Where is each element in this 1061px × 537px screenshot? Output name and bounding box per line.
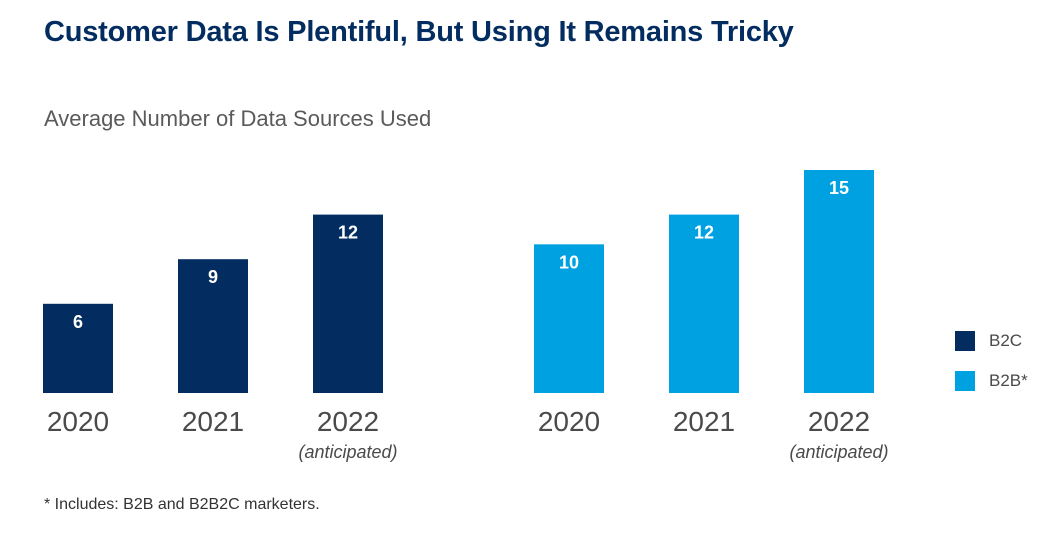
x-tick-label-b2c-2020: 2020	[47, 406, 109, 437]
bar-b2b-2022	[804, 170, 874, 393]
footnote: * Includes: B2B and B2B2C marketers.	[44, 496, 320, 513]
x-tick-label-b2b-2021: 2021	[673, 406, 735, 437]
legend-label-b2b: B2B*	[989, 371, 1028, 390]
x-tick-label-b2c-2022: 2022	[317, 406, 379, 437]
chart-legend: B2C B2B*	[955, 330, 1028, 410]
data-label-b2b-2021: 12	[694, 223, 714, 243]
x-tick-note-b2c-2022: (anticipated)	[298, 442, 397, 462]
bar-b2c-2022	[313, 214, 383, 393]
chart-subtitle: Average Number of Data Sources Used	[44, 106, 432, 131]
x-tick-label-b2b-2022: 2022	[808, 406, 870, 437]
legend-swatch-b2c	[955, 331, 975, 351]
data-label-b2c-2021: 9	[208, 267, 218, 287]
legend-swatch-b2b	[955, 371, 975, 391]
bar-b2b-2021	[669, 214, 739, 393]
legend-item-b2c: B2C	[955, 330, 1028, 352]
data-label-b2c-2020: 6	[73, 312, 83, 332]
bar-b2c-2020	[43, 303, 113, 393]
x-tick-note-b2b-2022: (anticipated)	[789, 442, 888, 462]
data-label-b2c-2022: 12	[338, 223, 358, 243]
x-tick-label-b2b-2020: 2020	[538, 406, 600, 437]
bar-b2b-2020	[534, 244, 604, 393]
chart-title: Customer Data Is Plentiful, But Using It…	[44, 16, 794, 48]
legend-item-b2b: B2B*	[955, 370, 1028, 392]
data-label-b2b-2022: 15	[829, 178, 849, 198]
data-label-b2b-2020: 10	[559, 252, 579, 272]
bar-b2c-2021	[178, 259, 248, 393]
x-tick-label-b2c-2021: 2021	[182, 406, 244, 437]
legend-label-b2c: B2C	[989, 331, 1023, 350]
